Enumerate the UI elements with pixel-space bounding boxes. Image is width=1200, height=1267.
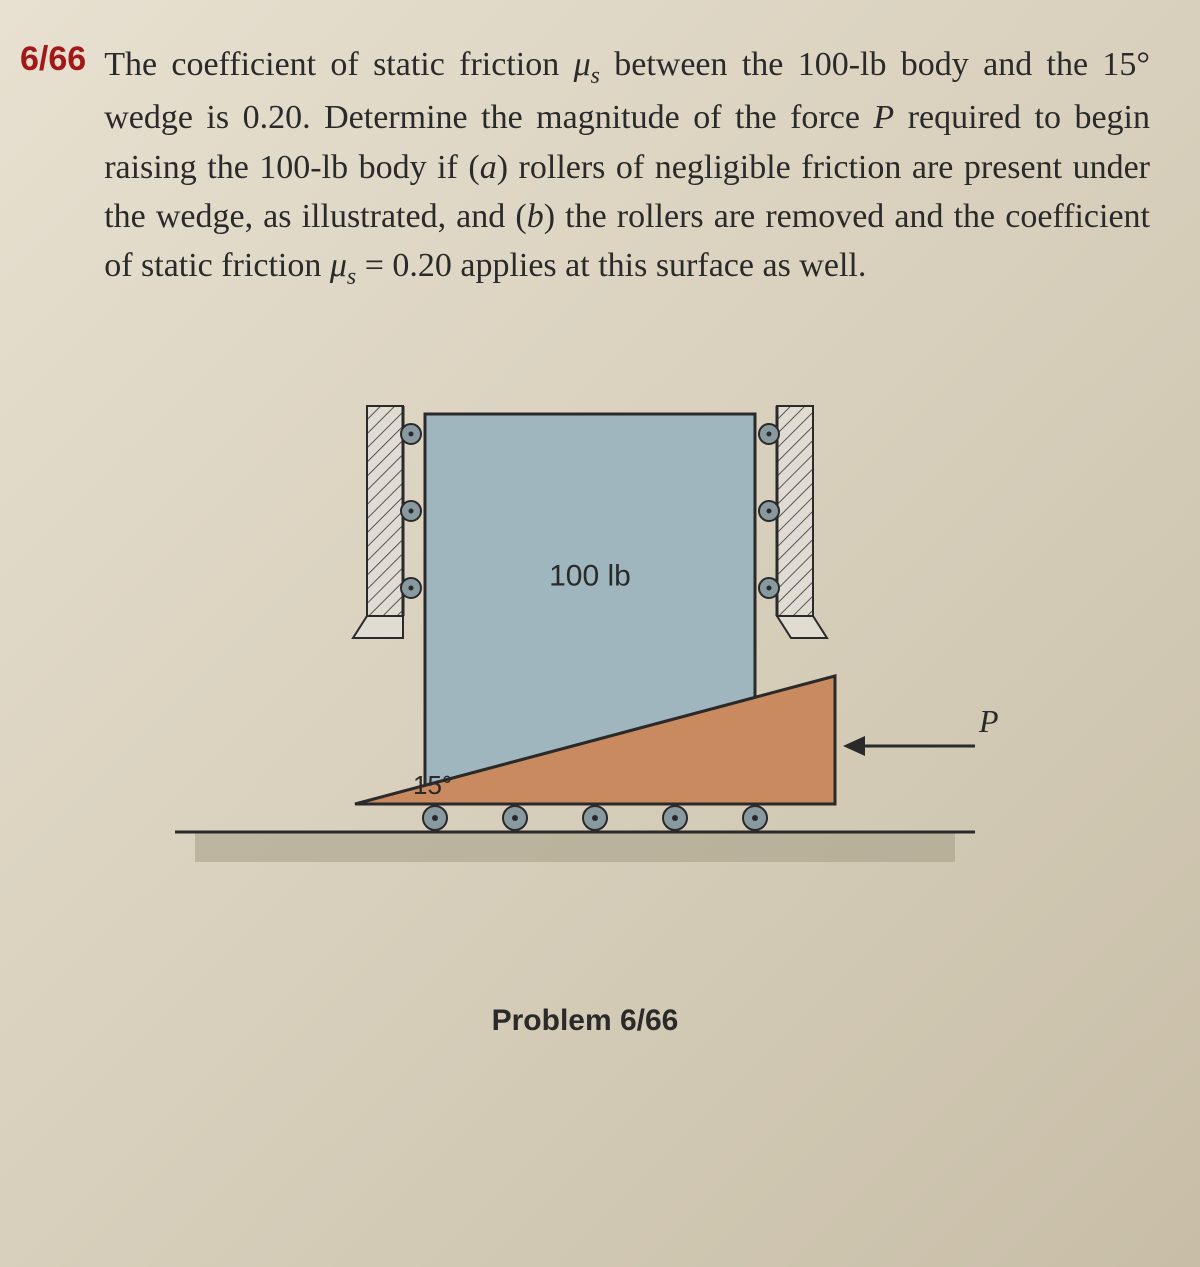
problem-number: 6/66 (20, 40, 86, 79)
mu-symbol: μ (574, 46, 591, 83)
part-a: a (480, 149, 497, 186)
problem-text-block: 6/66 The coefficient of static friction … (20, 40, 1150, 294)
mu-symbol-2: μ (330, 247, 347, 284)
figure-area: 100 lb 15° P (20, 354, 1150, 974)
text-part: The coefficient of static friction (104, 46, 573, 83)
P-variable: P (873, 99, 894, 136)
figure-diagram: 100 lb 15° P (135, 354, 1035, 954)
page-container: 6/66 The coefficient of static friction … (0, 0, 1200, 1068)
sub-s-2: s (347, 264, 356, 290)
problem-body: The coefficient of static friction μs be… (104, 40, 1150, 294)
svg-text:100 lb: 100 lb (549, 560, 631, 593)
figure-caption: Problem 6/66 (20, 1004, 1150, 1038)
sub-s: s (591, 63, 600, 89)
text-part: = 0.20 applies at this surface as well. (356, 247, 866, 284)
svg-text:15°: 15° (413, 770, 452, 800)
part-b: b (527, 198, 544, 235)
svg-text:P: P (978, 703, 999, 739)
